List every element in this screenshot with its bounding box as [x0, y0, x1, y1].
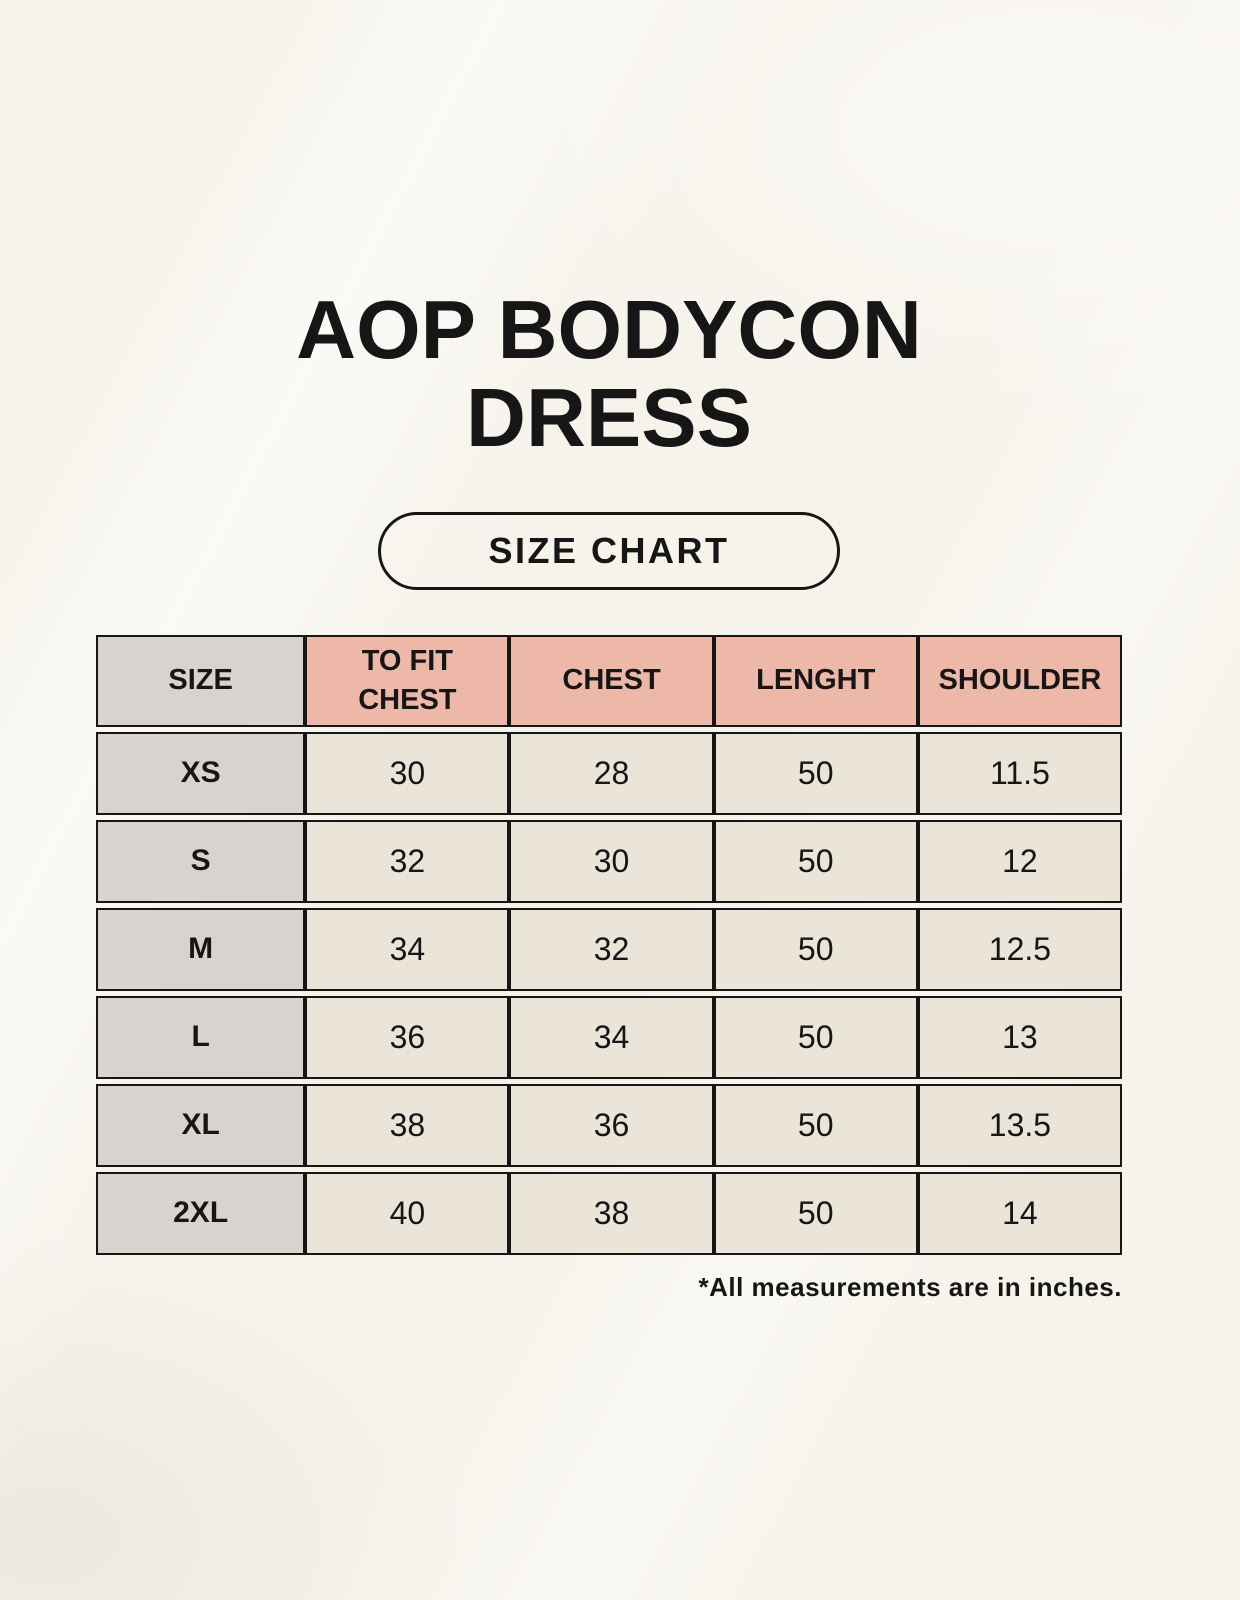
size-chart-table: SIZE TO FIT CHEST CHEST LENGHT SHOULDER … — [96, 630, 1122, 1260]
size-table-body: XS 30 28 50 11.5 S 32 30 50 12 M 34 32 5… — [96, 731, 1122, 1255]
lenght-cell: 50 — [713, 1083, 918, 1167]
shoulder-cell: 12 — [917, 819, 1122, 903]
size-cell: M — [96, 907, 306, 991]
table-row: 2XL 40 38 50 14 — [96, 1171, 1122, 1255]
size-chart-badge-label: SIZE CHART — [488, 529, 730, 571]
shoulder-cell: 13 — [917, 995, 1122, 1079]
chest-cell: 34 — [509, 995, 714, 1079]
size-table-header: SIZE TO FIT CHEST CHEST LENGHT SHOULDER — [96, 634, 1122, 727]
size-cell: 2XL — [96, 1171, 306, 1255]
table-row: M 34 32 50 12.5 — [96, 907, 1122, 991]
to-fit-chest-cell: 36 — [305, 995, 510, 1079]
chest-cell: 30 — [509, 819, 714, 903]
page-title: AOP BODYCON DRESS — [96, 0, 1122, 462]
content-column: AOP BODYCON DRESS SIZE CHART SIZE TO FIT… — [96, 0, 1122, 1303]
chest-cell: 38 — [509, 1171, 714, 1255]
table-row: XS 30 28 50 11.5 — [96, 731, 1122, 815]
table-row: S 32 30 50 12 — [96, 819, 1122, 903]
column-header-size: SIZE — [96, 634, 306, 727]
to-fit-chest-cell: 40 — [305, 1171, 510, 1255]
to-fit-chest-cell: 34 — [305, 907, 510, 991]
column-header-size-label: SIZE — [168, 664, 233, 697]
to-fit-chest-cell: 32 — [305, 819, 510, 903]
lenght-cell: 50 — [713, 1171, 918, 1255]
page-title-line2: DRESS — [466, 370, 752, 464]
to-fit-chest-cell: 30 — [305, 731, 510, 815]
column-header-shoulder: SHOULDER — [917, 634, 1122, 727]
shoulder-cell: 13.5 — [917, 1083, 1122, 1167]
size-cell: XL — [96, 1083, 306, 1167]
lenght-cell: 50 — [713, 907, 918, 991]
lenght-cell: 50 — [713, 731, 918, 815]
lenght-cell: 50 — [713, 819, 918, 903]
size-cell: L — [96, 995, 306, 1079]
column-header-chest: CHEST — [509, 634, 714, 727]
page-title-line1: AOP BODYCON — [296, 283, 922, 376]
header-row: SIZE TO FIT CHEST CHEST LENGHT SHOULDER — [96, 634, 1122, 727]
column-header-shoulder-label: SHOULDER — [938, 664, 1102, 697]
chest-cell: 36 — [509, 1083, 714, 1167]
lenght-cell: 50 — [713, 995, 918, 1079]
table-row: XL 38 36 50 13.5 — [96, 1083, 1122, 1167]
shoulder-cell: 14 — [917, 1171, 1122, 1255]
column-header-to-fit-chest-label: TO FIT CHEST — [358, 644, 457, 716]
chest-cell: 32 — [509, 907, 714, 991]
measurement-footnote: *All measurements are in inches. — [698, 1271, 1122, 1302]
size-cell: S — [96, 819, 306, 903]
column-header-chest-label: CHEST — [562, 664, 661, 697]
size-chart-badge: SIZE CHART — [378, 511, 840, 590]
column-header-lenght-label: LENGHT — [756, 664, 876, 697]
column-header-to-fit-chest: TO FIT CHEST — [305, 634, 510, 727]
chest-cell: 28 — [509, 731, 714, 815]
table-row: L 36 34 50 13 — [96, 995, 1122, 1079]
shoulder-cell: 12.5 — [917, 907, 1122, 991]
shoulder-cell: 11.5 — [917, 731, 1122, 815]
to-fit-chest-cell: 38 — [305, 1083, 510, 1167]
size-cell: XS — [96, 731, 306, 815]
column-header-lenght: LENGHT — [713, 634, 918, 727]
